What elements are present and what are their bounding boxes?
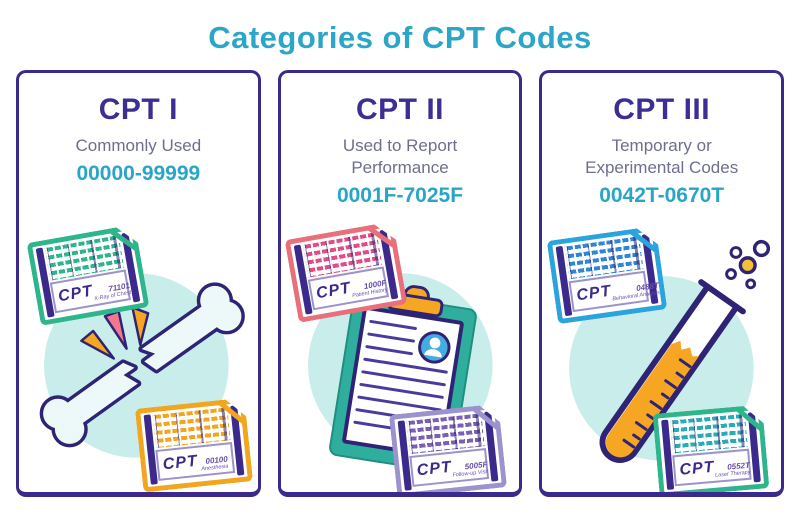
- card-cpt-label: CPT: [314, 279, 352, 302]
- tube-tick-marks: [622, 358, 692, 449]
- patient-avatar-icon: [417, 331, 451, 364]
- card-cpt-label: CPT: [161, 452, 199, 473]
- cpt-code-card: CPT 0488T Behavioral Analysis: [547, 226, 668, 324]
- fracture-burst-marks: [80, 306, 150, 360]
- card-cpt-label: CPT: [679, 458, 716, 479]
- category-heading: CPT II: [356, 93, 445, 126]
- card-code-desc: Follow-up Visit: [451, 469, 489, 480]
- category-box-cpt2: CPT II Used to Report Performance 0001F-…: [277, 70, 523, 497]
- card-stripes: [153, 407, 231, 448]
- card-label-row: CPT 00100 Anesthesia: [155, 442, 235, 481]
- card-label-row: CPT 5005F Follow-up Visit: [409, 448, 489, 487]
- page-title: Categories of CPT Codes: [208, 20, 592, 55]
- card-code-desc: Anesthesia: [201, 463, 229, 473]
- category-description: Temporary or Experimental Codes: [585, 136, 739, 178]
- category-box-cpt3: CPT III Temporary or Experimental Codes …: [539, 70, 785, 497]
- category-description: Used to Report Performance: [342, 136, 458, 178]
- category-code-range: 0042T-0670T: [599, 184, 725, 208]
- card-label-row: CPT 0552T Laser Therapy: [673, 449, 752, 487]
- card-cpt-label: CPT: [415, 458, 453, 479]
- card-code-desc: Laser Therapy: [715, 470, 752, 480]
- category-code-range: 00000-99999: [76, 162, 201, 186]
- test-tube-illustration: CPT 0488T Behavioral Analysis CPT: [542, 223, 781, 492]
- cpt-code-card: CPT 5005F Follow-up Visit: [389, 403, 507, 497]
- cpt-code-card: CPT 0552T Laser Therapy: [653, 404, 770, 497]
- card-cpt-label: CPT: [575, 282, 613, 304]
- bubbles-icon: [725, 239, 771, 290]
- category-columns: CPT I Commonly Used 00000-99999: [0, 70, 800, 497]
- category-box-cpt1: CPT I Commonly Used 00000-99999: [16, 70, 261, 497]
- test-tube-icon: [599, 279, 747, 463]
- tube-liquid: [606, 340, 700, 458]
- tube-rim: [698, 279, 747, 315]
- category-heading: CPT I: [98, 93, 178, 126]
- card-cpt-label: CPT: [56, 282, 95, 305]
- card-stripes: [671, 414, 749, 453]
- category-heading: CPT III: [613, 93, 711, 126]
- clipboard-illustration: CPT 1000F Patient History CPT 500: [281, 223, 520, 492]
- cpt-code-card: CPT 00100 Anesthesia: [135, 397, 253, 492]
- category-description: Commonly Used: [75, 136, 202, 155]
- category-code-range: 0001F-7025F: [336, 184, 464, 208]
- card-stripes: [406, 413, 484, 454]
- broken-bone-illustration: CPT 71101 X-Ray of Chest CPT 0010: [19, 223, 258, 492]
